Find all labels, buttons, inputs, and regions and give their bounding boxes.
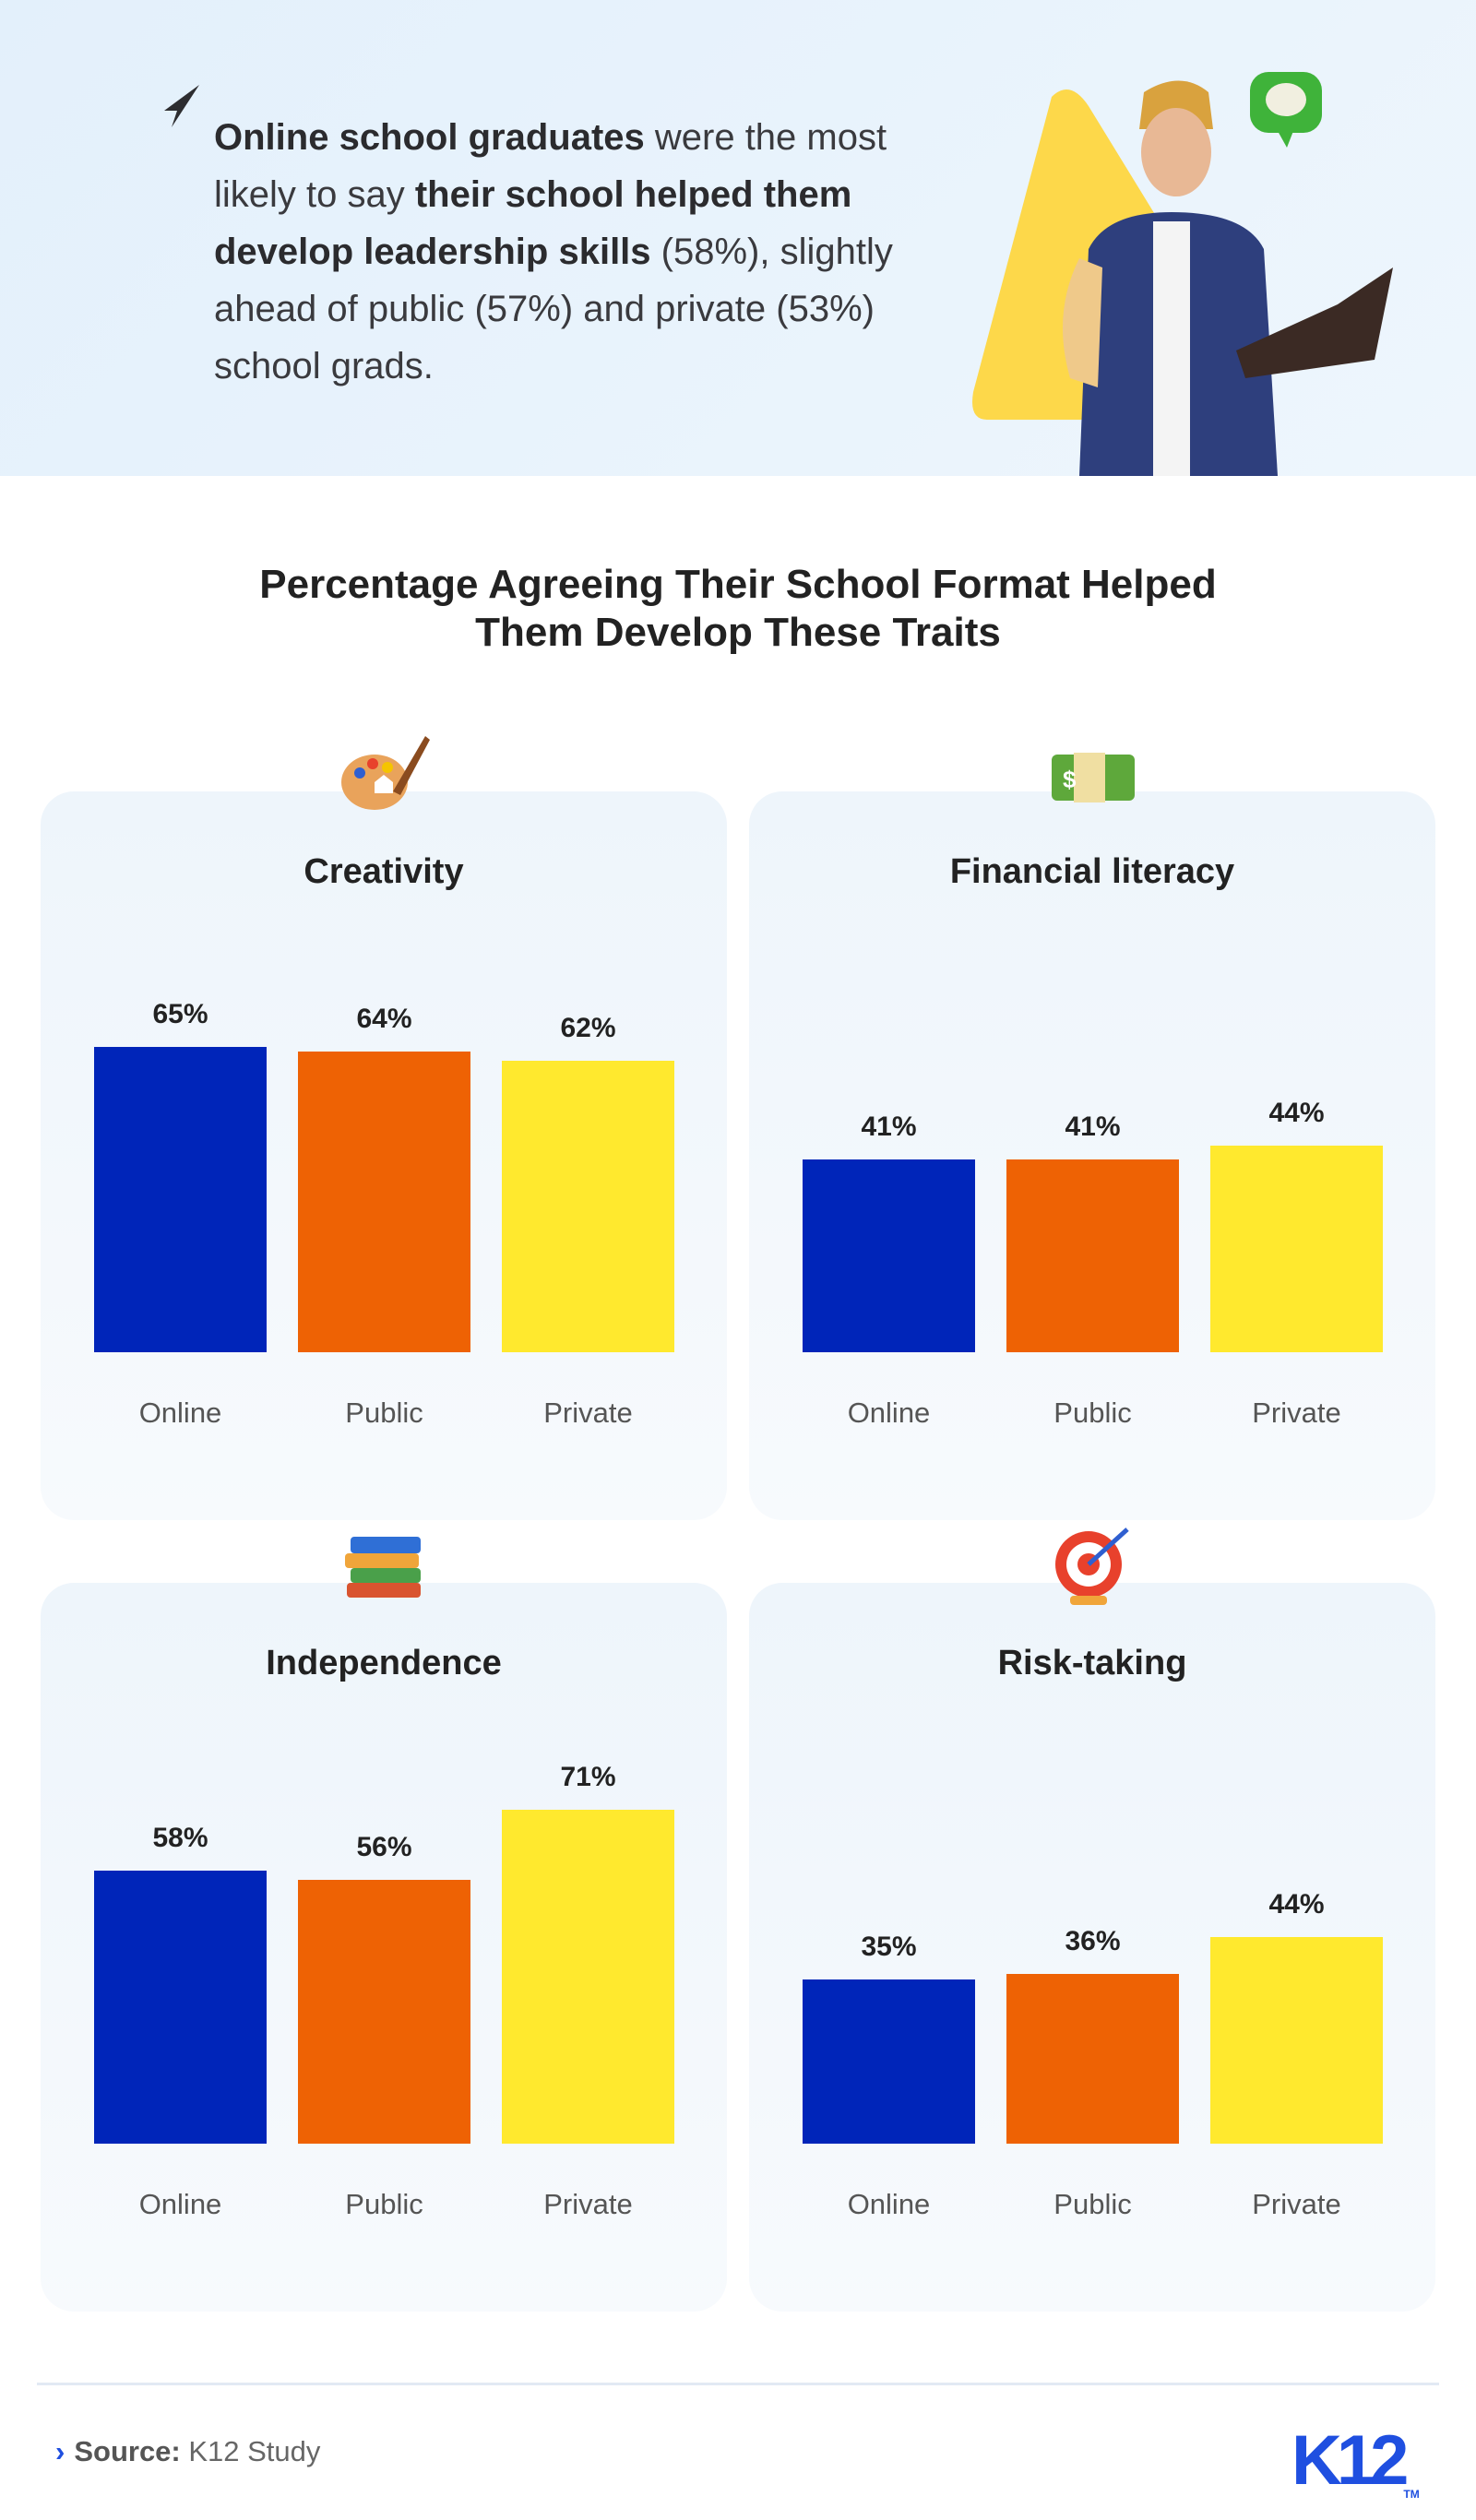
bar-private <box>1210 1936 1383 2144</box>
hero-text-bold: Online school graduates <box>214 117 645 158</box>
value-label: 64% <box>356 1003 412 1034</box>
category-label: Online <box>138 2188 222 2220</box>
chart-title: Percentage Agreeing Their School Format … <box>0 561 1476 657</box>
hero-text-regular: were the most likely to say <box>214 117 887 215</box>
chart-panel-risk-taking: Risk-taking 35% Online 36% Public 44% Private <box>749 1527 1435 2312</box>
books-icon <box>345 1537 421 1598</box>
chart-title-line-1: Percentage Agreeing Their School Format … <box>259 562 1217 607</box>
chart-title-line-2: Them Develop These Traits <box>475 610 1001 655</box>
category-label: Online <box>138 1397 222 1429</box>
value-label: 71% <box>560 1761 616 1792</box>
category-label: Public <box>345 2188 423 2220</box>
value-label: 41% <box>1065 1111 1121 1142</box>
category-label: Private <box>543 1397 633 1429</box>
bar-public <box>298 1880 470 2144</box>
value-label: 35% <box>861 1931 917 1962</box>
k12-logo: K12TM <box>1292 2420 1420 2501</box>
chevron-right-icon: › <box>55 2435 65 2467</box>
bar-online <box>803 1979 975 2144</box>
bar-private <box>1210 1145 1383 1352</box>
panel-title: Creativity <box>304 852 464 891</box>
panel-title: Risk-taking <box>997 1644 1187 1682</box>
palette-icon <box>341 736 430 810</box>
svg-text:$: $ <box>1063 766 1077 793</box>
logo-text: K12 <box>1292 2421 1409 2500</box>
value-label: 41% <box>861 1111 917 1142</box>
cursor-arrow-icon <box>164 85 199 127</box>
hero-text-bold: their school helped them develop leaders… <box>214 174 852 272</box>
source-note: › Source: K12 Study <box>55 2435 320 2468</box>
money-icon: $ <box>1052 753 1135 802</box>
category-label: Public <box>345 1397 423 1429</box>
value-label: 65% <box>152 998 208 1029</box>
bar-public <box>1006 1159 1179 1352</box>
category-label: Public <box>1053 2188 1132 2220</box>
value-label: 58% <box>152 1823 208 1854</box>
bar-private <box>502 1809 674 2144</box>
bar-online <box>803 1159 975 1352</box>
category-label: Private <box>543 2188 633 2220</box>
panel-title: Independence <box>266 1644 502 1682</box>
value-label: 44% <box>1268 1888 1325 1920</box>
category-label: Online <box>847 2188 931 2220</box>
category-label: Public <box>1053 1397 1132 1429</box>
hero-banner: Online school graduates were the most li… <box>0 0 1476 476</box>
bar-private <box>502 1060 674 1352</box>
bar-public <box>1006 1974 1179 2144</box>
category-label: Private <box>1252 2188 1341 2220</box>
value-label: 62% <box>560 1012 616 1043</box>
category-label: Online <box>847 1397 931 1429</box>
bar-online <box>94 1046 267 1352</box>
value-label: 56% <box>356 1832 412 1863</box>
chart-panel-creativity: Creativity 65% Online 64% Public 62% Private <box>41 736 727 1520</box>
source-value: K12 Study <box>180 2435 321 2467</box>
chart-panel-independence: Independence 58% Online 56% Public 71% Private <box>41 1537 727 2312</box>
value-label: 36% <box>1065 1926 1121 1957</box>
source-label: Source: <box>74 2435 181 2467</box>
bar-public <box>298 1051 470 1352</box>
chat-bubble-icon <box>1250 72 1322 148</box>
chart-panel-financial-literacy: $ Financial literacy 41% Online 41% Public 44%… <box>749 753 1435 1520</box>
category-label: Private <box>1252 1397 1341 1429</box>
value-label: 44% <box>1268 1097 1325 1128</box>
trademark: TM <box>1403 2488 1420 2501</box>
footer-divider <box>37 2383 1439 2385</box>
bar-online <box>94 1871 267 2144</box>
hero-text-regular: (58%), slightly ahead of public (57%) an… <box>214 232 893 386</box>
panel-title: Financial literacy <box>949 852 1235 891</box>
hero-text: Online school graduates were the most li… <box>214 109 934 395</box>
student-with-laptop-image <box>1063 80 1393 476</box>
target-icon <box>1055 1527 1129 1605</box>
